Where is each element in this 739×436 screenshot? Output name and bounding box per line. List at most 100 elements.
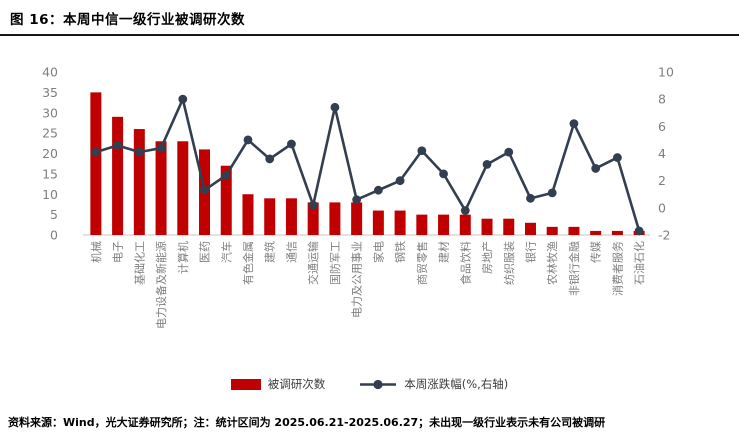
y-axis-left-tick-label: 5 xyxy=(50,207,58,222)
combo-chart: 0 5 10 15 20 25 30 35 40 -2 0 2 4 6 8 10 机械 电子 基础化工 电力设备及新能… xyxy=(42,65,674,330)
line-point xyxy=(395,176,405,186)
y-axis-right-tick-label: 10 xyxy=(658,65,674,80)
line-point xyxy=(287,139,296,149)
bar xyxy=(133,129,145,235)
x-axis-category-label: 传媒 xyxy=(590,241,603,263)
x-axis-category-label: 银行 xyxy=(523,241,537,263)
line-point xyxy=(178,94,188,104)
x-axis-category-label: 房地产 xyxy=(480,241,494,274)
bar xyxy=(112,116,124,235)
line-point xyxy=(569,119,579,129)
legend-label-bars: 被调研次数 xyxy=(267,377,326,391)
x-axis-category-label: 钢铁 xyxy=(394,241,407,263)
x-axis-category-label: 消费者服务 xyxy=(610,241,624,296)
y-axis-right-tick-label: 4 xyxy=(658,146,666,161)
line-point xyxy=(547,188,557,198)
line-point xyxy=(504,147,514,157)
x-axis-category-label: 电子 xyxy=(112,241,125,263)
x-axis-category-label: 医药 xyxy=(199,241,212,263)
y-axis-right-tick-label: 8 xyxy=(658,92,666,107)
legend-item-line: 本周涨跌幅(%,右轴) xyxy=(359,376,508,392)
bar xyxy=(329,202,341,235)
line-point xyxy=(308,200,318,210)
line-point xyxy=(221,170,231,180)
y-axis-left-tick-label: 30 xyxy=(42,105,58,120)
x-axis-category-label: 非银行金融 xyxy=(567,241,581,296)
x-axis-category-label: 机械 xyxy=(89,241,103,263)
chart-area: 0 5 10 15 20 25 30 35 40 -2 0 2 4 6 8 10 机械 电子 基础化工 电力设备及新能… xyxy=(0,40,739,372)
bar xyxy=(416,214,428,235)
x-axis-category-label: 纺织服装 xyxy=(502,241,516,285)
bar xyxy=(546,226,558,235)
bar xyxy=(307,202,319,235)
x-axis-category-label: 商贸零售 xyxy=(415,241,429,285)
line-point xyxy=(634,226,644,236)
y-axis-right-tick-label: -2 xyxy=(658,228,670,243)
bar xyxy=(264,198,276,235)
figure-title: 图 16：本周中信一级行业被调研次数 xyxy=(10,12,245,28)
bar xyxy=(568,226,580,235)
x-axis-category-label: 石油石化 xyxy=(632,241,646,285)
bar xyxy=(177,141,189,235)
bar xyxy=(90,92,102,235)
y-axis-left-tick-label: 25 xyxy=(42,126,58,141)
y-axis-right-tick-label: 6 xyxy=(658,119,666,134)
legend-label-line: 本周涨跌幅(%,右轴) xyxy=(404,377,509,391)
y-axis-left-tick-label: 35 xyxy=(42,85,58,100)
title-rule xyxy=(0,34,739,36)
line-point xyxy=(526,193,535,203)
bar xyxy=(155,141,167,235)
line-point xyxy=(156,143,166,153)
bar xyxy=(285,198,297,235)
x-axis-category-label: 计算机 xyxy=(176,241,190,274)
bar xyxy=(503,218,515,235)
x-axis-category-label: 农林牧渔 xyxy=(545,241,559,285)
y-axis-left-tick-label: 20 xyxy=(42,146,58,161)
line-point xyxy=(265,154,275,164)
x-axis-category-label: 国防军工 xyxy=(328,241,342,285)
line-point xyxy=(91,147,101,157)
bar xyxy=(220,165,232,235)
source-note: 资料来源：Wind，光大证券研究所；注：统计区间为 2025.06.21-202… xyxy=(8,416,606,429)
x-axis-category-label: 家电 xyxy=(371,241,385,263)
line-point xyxy=(591,164,601,173)
line-marker-icon xyxy=(360,379,397,389)
y-axis-right-tick-label: 0 xyxy=(658,200,666,215)
x-axis-category-label: 交通运输 xyxy=(306,241,320,285)
line-point xyxy=(243,135,253,145)
line-point xyxy=(352,195,362,205)
bar xyxy=(242,194,254,235)
bar xyxy=(459,214,471,235)
line-point xyxy=(373,185,383,195)
x-axis-category-label: 建材 xyxy=(437,241,451,263)
bar xyxy=(372,210,384,235)
y-axis-right-tick-label: 2 xyxy=(658,173,666,188)
legend: 被调研次数 本周涨跌幅(%,右轴) xyxy=(0,376,739,392)
line-point xyxy=(482,159,492,169)
x-axis-category-label: 电力设备及新能源 xyxy=(154,241,168,329)
line-point xyxy=(460,206,470,215)
x-axis-category-label: 汽车 xyxy=(219,241,233,263)
x-axis-category-label: 食品饮料 xyxy=(458,241,472,285)
bar xyxy=(481,218,493,235)
legend-item-bars: 被调研次数 xyxy=(230,376,326,392)
x-axis-category-label: 电力及公用事业 xyxy=(351,241,364,318)
line-point xyxy=(439,169,448,179)
bar xyxy=(394,210,406,235)
line-point xyxy=(613,153,622,162)
y-axis-left-tick-label: 15 xyxy=(42,166,58,181)
y-axis-left-tick-label: 10 xyxy=(42,187,58,202)
bar xyxy=(351,202,363,235)
bar xyxy=(611,230,623,235)
x-axis-category-label: 有色金属 xyxy=(241,241,255,285)
line-point xyxy=(417,146,427,156)
bar-swatch-icon xyxy=(230,378,261,390)
line-point xyxy=(113,140,122,150)
bar xyxy=(438,214,450,235)
line-point xyxy=(200,185,209,195)
y-axis-left-tick-label: 0 xyxy=(50,228,58,243)
x-axis-category-label: 建筑 xyxy=(263,241,277,263)
bar xyxy=(590,230,602,235)
line-point xyxy=(330,102,340,112)
